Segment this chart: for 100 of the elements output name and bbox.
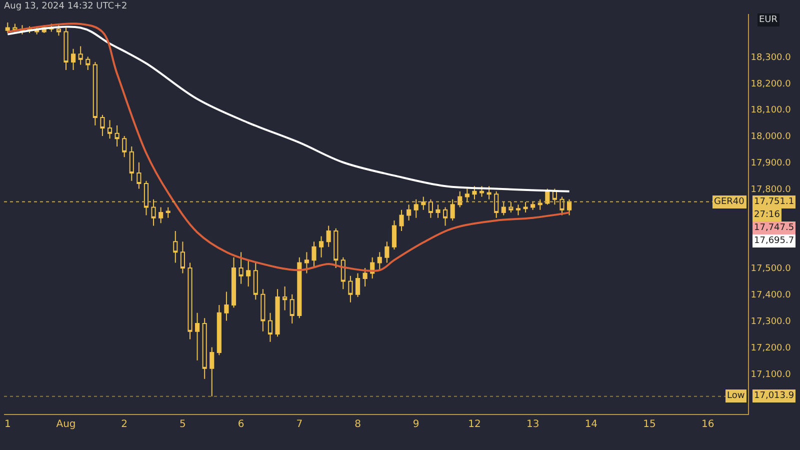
candlestick [144, 180, 149, 216]
x-tick-label: 16 [702, 419, 714, 430]
y-tick-label: 18,200.0 [750, 79, 792, 90]
candlestick [100, 114, 105, 136]
candlestick [392, 220, 397, 250]
candlestick [348, 275, 353, 303]
x-tick-label: 9 [412, 419, 420, 430]
candlestick [231, 256, 236, 308]
candlestick [275, 288, 280, 338]
y-tick-label: 18,300.0 [750, 52, 792, 63]
candlestick [158, 206, 164, 224]
candlestick [151, 198, 156, 226]
candlestick [560, 196, 564, 216]
candlestick [312, 241, 316, 268]
candlestick [472, 186, 477, 200]
y-tick-label: 17,400.0 [750, 290, 792, 301]
candlestick [114, 124, 120, 148]
candlestick [260, 288, 266, 332]
x-tick-label: 5 [180, 419, 186, 430]
ref-line-label: GER40 [714, 197, 745, 207]
candlestick [216, 304, 222, 356]
candlestick [384, 241, 390, 264]
candlestick [268, 312, 273, 342]
candlestick [129, 146, 134, 182]
candlestick [86, 56, 90, 70]
y-tick-label: 17,100.0 [750, 370, 792, 380]
x-tick-label: 12 [468, 419, 481, 430]
candlestick [188, 262, 192, 340]
y-tick-label: 18,000.0 [750, 132, 792, 142]
candlestick [290, 294, 294, 324]
candlestick [5, 22, 10, 34]
text: 17,013.9 [754, 391, 794, 401]
candlestick [508, 201, 514, 214]
y-tick-label: 17,300.0 [750, 316, 792, 327]
candlestick [78, 46, 83, 66]
candlestick [297, 256, 302, 319]
candlestick [326, 225, 331, 248]
candlestick [319, 236, 324, 258]
x-tick-label: 8 [354, 419, 361, 430]
y-tick-label: 17,800.0 [750, 184, 792, 195]
candlestick [253, 262, 258, 300]
candlestick [450, 198, 455, 221]
candlestick [136, 162, 142, 190]
candlestick [399, 209, 404, 232]
candlestick [282, 286, 288, 311]
y-tick-label: 17,200.0 [750, 343, 792, 354]
candlestick [458, 190, 462, 208]
candlestick [92, 62, 98, 126]
candlestick [443, 206, 448, 226]
candlestick [486, 186, 492, 200]
candlestick [464, 188, 470, 202]
x-tick-label: 2 [121, 419, 128, 430]
candlestick [362, 267, 368, 287]
candlestick [538, 198, 542, 210]
chart-title: Aug 13, 2024 14:32 UTC+2 [4, 2, 128, 12]
candlestick [340, 256, 346, 290]
candlestick [56, 24, 61, 36]
x-tick-label: 15 [643, 419, 656, 430]
candlestick [428, 198, 433, 218]
line-series [6, 22, 570, 272]
candlestick [64, 27, 68, 70]
x-tick-label: 13 [526, 419, 540, 430]
x-tick-label: Aug [56, 419, 76, 430]
candlestick [494, 190, 499, 218]
candlestick [166, 206, 170, 218]
x-tick-label: 7 [296, 419, 303, 430]
candlestick [180, 241, 185, 274]
candlestick [552, 188, 557, 206]
candlestick [355, 272, 360, 298]
candlestick [334, 228, 338, 268]
candlestick [501, 201, 506, 216]
candlestick [436, 204, 440, 218]
text: 17,695.7 [754, 236, 794, 246]
candlestick [414, 198, 418, 218]
candlestick [246, 260, 251, 287]
text: 27:16 [754, 210, 780, 220]
candlestick [195, 312, 200, 361]
candlestick [406, 204, 412, 221]
ref-line-label: Low [727, 391, 745, 401]
text: 17,747.5 [754, 223, 794, 233]
candlestick [224, 291, 229, 322]
text: 17,751.1 [754, 197, 794, 207]
candlestick [567, 198, 572, 216]
candlestick [479, 186, 484, 198]
candlestick [530, 201, 536, 210]
candlestick [173, 230, 178, 264]
candlestick [71, 48, 76, 70]
candlestick [210, 346, 214, 397]
candlestick [122, 135, 127, 158]
candlestick [304, 252, 309, 274]
x-tick-label: 14 [584, 419, 598, 430]
line-series [6, 26, 570, 192]
y-tick-label: 17,500.0 [750, 264, 792, 274]
candlestick [238, 252, 244, 284]
x-tick-label: 6 [238, 419, 244, 430]
y-tick-label: 18,100.0 [750, 106, 792, 116]
x-tick-label: 1 [4, 419, 11, 430]
candlestick [377, 252, 382, 272]
candlestick [421, 196, 426, 210]
text: EUR [759, 15, 778, 25]
